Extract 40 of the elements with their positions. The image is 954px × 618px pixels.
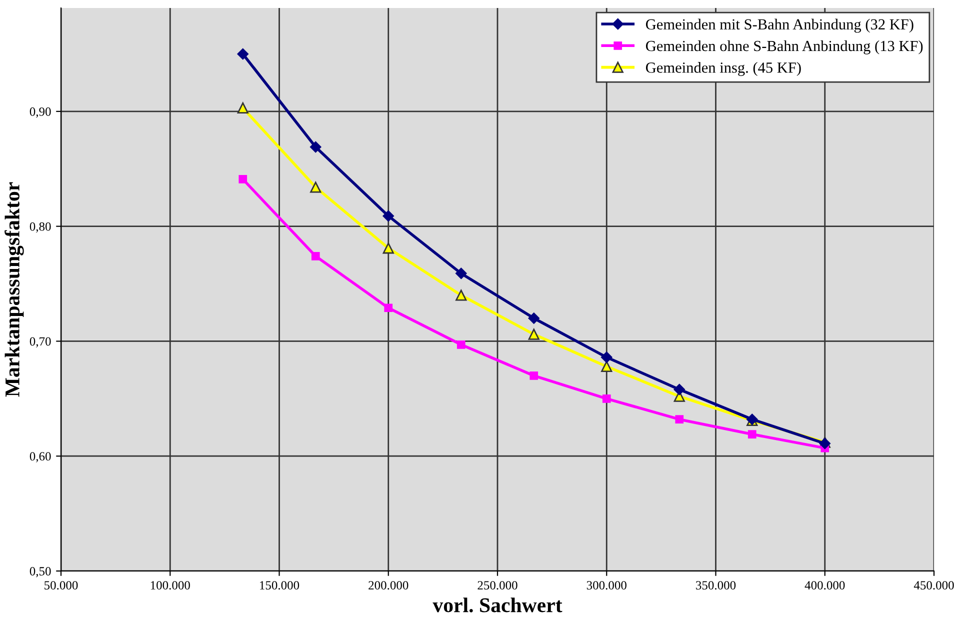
y-tick-label: 0,70: [30, 337, 51, 348]
x-tick-label: 150.000: [260, 581, 300, 590]
x-tick-label: 200.000: [368, 581, 408, 590]
point: [456, 290, 467, 301]
point: [310, 182, 322, 193]
legend-label: Gemeinden insg. (45 KF): [646, 62, 801, 76]
legend-label: Gemeinden ohne S-Bahn Anbindung (13 KF): [646, 40, 923, 54]
point: [528, 328, 540, 340]
point: [237, 102, 248, 114]
x-tick-label: 50.000: [44, 581, 78, 590]
point: [456, 268, 467, 280]
x-axis-title: vorl. Sachwert: [432, 598, 562, 612]
x-tick-label: 450.000: [914, 581, 954, 590]
point: [602, 394, 611, 403]
x-tick-label: 100.000: [150, 581, 190, 590]
point: [238, 175, 248, 184]
legend-label: Gemeinden mit S-Bahn Anbindung (32 KF): [646, 18, 914, 33]
x-tick-label: 400.000: [804, 581, 845, 590]
point: [674, 384, 685, 396]
point: [530, 372, 538, 380]
point: [311, 252, 320, 260]
point: [748, 430, 756, 438]
x-tick-label: 350.000: [696, 581, 736, 590]
point: [384, 304, 393, 312]
point: [601, 360, 612, 372]
y-tick-label: 0,80: [30, 222, 51, 233]
x-tick-label: 300.000: [586, 581, 626, 590]
x-tick-label: 250.000: [478, 581, 518, 590]
point: [456, 340, 466, 349]
point: [237, 48, 248, 60]
y-tick-label: 0,60: [30, 452, 51, 462]
point: [382, 210, 394, 222]
point: [601, 352, 612, 363]
point: [528, 312, 540, 324]
point: [675, 415, 684, 424]
y-tick-label: 0,50: [30, 567, 51, 578]
y-axis-title: Marktanpassungsfaktor: [4, 182, 24, 397]
point: [382, 242, 394, 254]
point: [310, 141, 322, 153]
y-tick-label: 0,90: [30, 107, 51, 118]
